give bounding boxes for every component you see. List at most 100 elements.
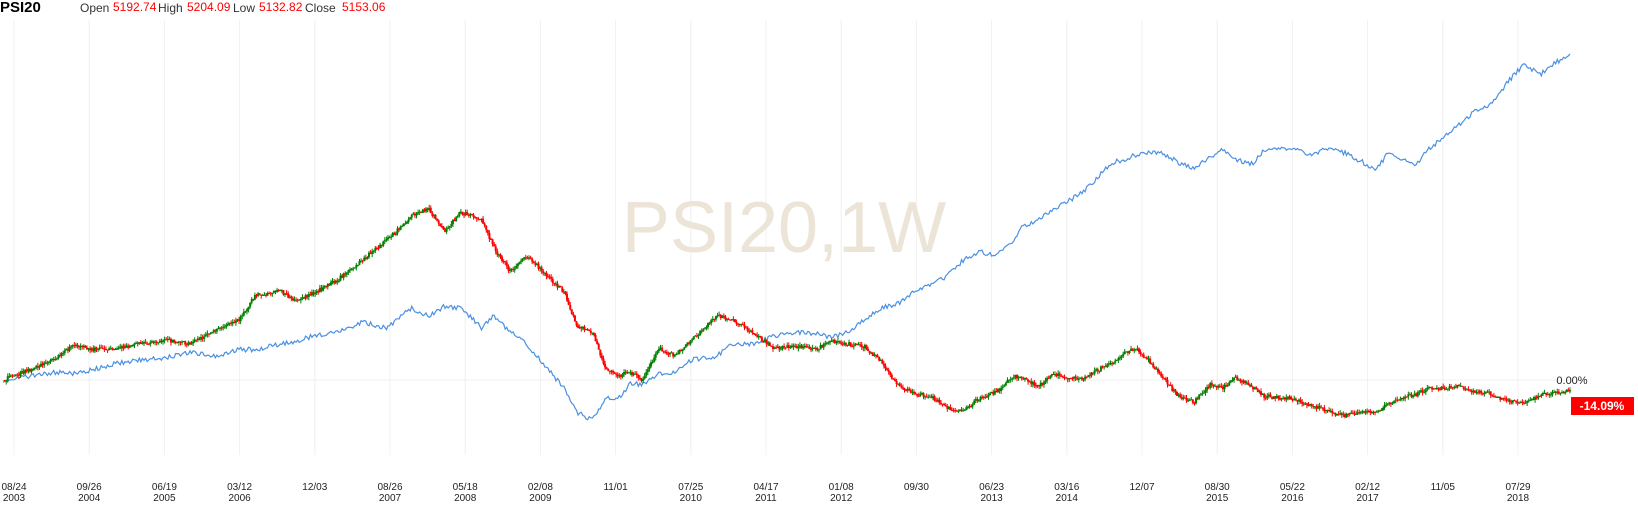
ohlc-bar <box>322 284 325 292</box>
ohlc-bar <box>1082 377 1085 382</box>
ohlc-bar <box>656 350 659 355</box>
ohlc-bar <box>1046 376 1049 384</box>
ohlc-bar <box>765 339 768 347</box>
ohlc-bar <box>1345 412 1348 418</box>
ohlc-bar <box>795 343 798 349</box>
ohlc-bar <box>493 241 496 247</box>
ohlc-bar <box>1015 374 1018 382</box>
ohlc-bar <box>1126 350 1129 356</box>
x-tick-label: 05/22 <box>1280 482 1305 493</box>
ohlc-bar <box>226 321 229 327</box>
ohlc-bar <box>1434 388 1437 390</box>
ohlc-bar <box>629 369 632 376</box>
ohlc-bar <box>242 308 245 317</box>
ohlc-bar <box>1420 387 1423 394</box>
ohlc-bar <box>1009 376 1012 383</box>
ohlc-bar <box>1049 375 1052 380</box>
ohlc-bar <box>1553 389 1556 393</box>
ohlc-bar <box>1190 396 1193 401</box>
ohlc-bar <box>1313 406 1316 410</box>
ohlc-bar <box>152 340 155 345</box>
ohlc-bar <box>1310 403 1313 409</box>
ohlc-bar <box>1115 359 1118 361</box>
ohlc-bar <box>423 208 426 213</box>
ohlc-bar <box>76 342 79 349</box>
ohlc-bar <box>1518 401 1521 404</box>
ohlc-bar <box>1527 398 1530 403</box>
ohlc-bar <box>97 348 100 353</box>
ohlc-bar <box>1261 393 1264 396</box>
ohlc-bar <box>318 284 321 293</box>
ohlc-bar <box>8 373 11 379</box>
ohlc-bar <box>800 344 803 349</box>
ohlc-bar <box>1193 401 1196 406</box>
ohlc-bar <box>621 372 624 379</box>
ohlc-bar <box>1144 356 1147 359</box>
ohlc-bar <box>299 297 302 304</box>
ohlc-bar <box>455 216 458 222</box>
ohlc-bar <box>783 343 786 350</box>
x-tick-year: 2005 <box>153 493 176 504</box>
ohlc-bar <box>933 394 936 402</box>
ohlc-bar <box>181 340 184 346</box>
ohlc-bar <box>642 376 645 384</box>
ohlc-bar <box>141 340 144 345</box>
ohlc-bar <box>1450 384 1453 389</box>
ohlc-bar <box>1332 412 1335 414</box>
ohlc-bar <box>166 335 169 343</box>
ohlc-bar <box>1187 398 1190 403</box>
ohlc-bar <box>207 333 210 338</box>
ohlc-bar <box>168 336 171 341</box>
ohlc-bar <box>898 382 901 387</box>
ohlc-bar <box>759 335 762 339</box>
ohlc-bar <box>1562 390 1565 394</box>
ohlc-bar <box>545 270 548 280</box>
ohlc-bar <box>778 345 781 353</box>
ohlc-bar <box>43 361 46 368</box>
ohlc-bar <box>1255 386 1258 390</box>
ohlc-bar <box>667 351 670 357</box>
ohlc-bar <box>1293 395 1296 401</box>
ohlc-bar <box>1351 410 1354 415</box>
ohlc-bar <box>1280 397 1283 402</box>
ohlc-bar <box>928 394 931 398</box>
ohlc-bar <box>238 316 241 325</box>
ohlc-bar <box>131 344 134 348</box>
ohlc-bar <box>1364 409 1367 415</box>
ohlc-bar <box>1092 372 1095 376</box>
ohlc-bar <box>1432 388 1435 390</box>
ohlc-bar <box>1228 380 1231 387</box>
ohlc-bar <box>664 349 667 354</box>
ohlc-bar <box>272 290 275 294</box>
ohlc-bar <box>938 397 941 405</box>
ohlc-bar <box>705 325 708 331</box>
ohlc-bar <box>669 352 672 358</box>
ohlc-bar <box>597 342 600 350</box>
ohlc-bar <box>553 282 556 287</box>
ohlc-bar <box>672 352 675 359</box>
ohlc-bar <box>355 262 358 271</box>
ohlc-bar <box>914 391 917 395</box>
ohlc-bar <box>252 298 255 302</box>
ohlc-bar <box>970 404 973 408</box>
ohlc-bar <box>1161 373 1164 380</box>
ohlc-bar <box>30 368 33 374</box>
ohlc-bar <box>966 405 969 410</box>
x-tick-year: 2018 <box>1507 493 1530 504</box>
ohlc-bar <box>962 407 965 412</box>
ohlc-bar <box>176 341 179 344</box>
x-tick-label: 05/18 <box>453 482 478 493</box>
ohlc-bar <box>214 329 217 334</box>
ohlc-bar <box>1510 399 1513 405</box>
ohlc-bar <box>79 343 82 351</box>
ohlc-bar <box>1150 362 1153 365</box>
ohlc-bar <box>1077 376 1080 383</box>
watermark-label: PSI20,1W <box>622 188 946 268</box>
ohlc-bar <box>1294 397 1297 402</box>
ohlc-bar <box>1087 374 1090 378</box>
ohlc-bar <box>120 344 123 352</box>
ohlc-bar <box>1427 385 1430 390</box>
ohlc-bar <box>482 215 485 224</box>
